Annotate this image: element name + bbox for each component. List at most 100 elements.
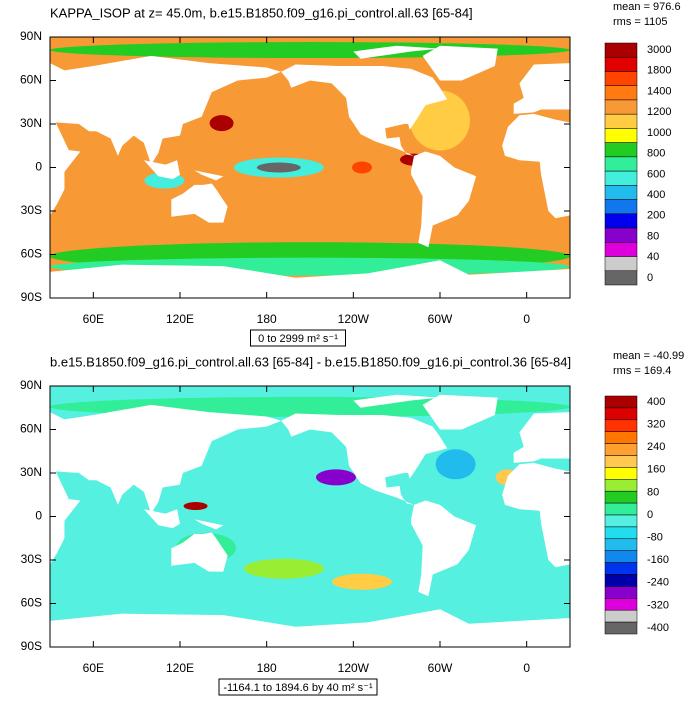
colorbar-swatch: [604, 431, 638, 444]
land: [281, 413, 448, 505]
field-patch: [209, 115, 234, 132]
range-label: -1164.1 to 1894.6 by 40 m² s⁻¹: [223, 682, 373, 694]
land: [171, 532, 228, 572]
colorbar-label: 320: [647, 418, 665, 430]
land: [411, 500, 477, 597]
range-label: 0 to 2999 m² s⁻¹: [258, 333, 338, 345]
colorbar-swatch: [604, 128, 638, 143]
colorbar-label: 0: [647, 272, 653, 284]
colorbar-swatch: [604, 42, 638, 58]
colorbar-swatch: [604, 443, 638, 456]
lat-label: 90N: [20, 29, 42, 43]
lon-label: 180: [257, 312, 277, 326]
colorbar-swatch: [604, 185, 638, 200]
lat-label: 60N: [20, 73, 42, 87]
lat-label: 30S: [21, 203, 42, 217]
land: [422, 45, 498, 81]
land: [411, 151, 477, 248]
lat-label: 90S: [21, 639, 42, 653]
colorbar-label: -400: [647, 622, 669, 634]
colorbar-label: 80: [647, 230, 659, 242]
lat-label: 0: [35, 509, 42, 523]
colorbar-swatch: [604, 199, 638, 215]
colorbar-label: 200: [647, 210, 665, 222]
land: [171, 183, 228, 223]
colorbar-swatch: [604, 156, 638, 172]
colorbar-label: 1400: [647, 85, 671, 97]
range-box: [250, 329, 346, 347]
lat-label: 30N: [20, 465, 42, 479]
field-patch: [256, 162, 301, 173]
colorbar-swatch: [604, 56, 638, 72]
lon-label: 0: [523, 661, 530, 675]
colorbar-label: 600: [647, 168, 665, 180]
colorbar-swatch: [604, 562, 638, 575]
land: [281, 64, 448, 156]
colorbar-swatch: [604, 227, 638, 243]
colorbar-swatch: [604, 586, 638, 599]
colorbar-swatch: [604, 550, 638, 563]
lat-label: 90S: [21, 290, 42, 304]
field-patch: [183, 502, 208, 511]
land: [502, 462, 570, 568]
panel-title: KAPPA_ISOP at z= 45.0m, b.e15.B1850.f09_…: [50, 5, 473, 20]
map: [50, 37, 570, 298]
field-patch: [435, 449, 476, 480]
colorbar-swatch: [604, 490, 638, 504]
lon-label: 60E: [83, 312, 104, 326]
colorbar-label: 240: [647, 441, 665, 453]
colorbar-swatch: [604, 621, 638, 635]
land: [50, 471, 81, 565]
lon-label: 60E: [83, 661, 104, 675]
colorbar-swatch: [604, 113, 638, 129]
lon-label: 120W: [338, 661, 370, 675]
colorbar-swatch: [604, 99, 638, 115]
colorbar-swatch: [604, 407, 638, 421]
lat-label: 60S: [21, 596, 42, 610]
colorbar-swatch: [604, 85, 638, 101]
colorbar-swatch: [604, 170, 638, 186]
land: [50, 260, 570, 298]
field-patch: [352, 161, 372, 174]
field-patch: [244, 558, 324, 579]
colorbar-label: 40: [647, 251, 659, 263]
land: [50, 404, 282, 514]
colorbar-swatch: [604, 609, 638, 623]
map: [50, 386, 570, 647]
colorbar-label: -160: [647, 554, 669, 566]
land: [513, 412, 570, 463]
land: [143, 160, 180, 180]
range-box: [218, 678, 378, 696]
land: [50, 122, 81, 216]
panel: KAPPA_ISOP at z= 45.0m, b.e15.B1850.f09_…: [20, 1, 681, 347]
colorbar-label: 800: [647, 148, 665, 160]
colorbar-label: 400: [647, 396, 665, 408]
land: [353, 45, 440, 59]
colorbar-label: 0: [647, 509, 653, 521]
land: [143, 509, 180, 529]
panel-title: b.e15.B1850.f09_g16.pi_control.all.63 [6…: [50, 354, 571, 369]
stat: rms = 1105: [613, 16, 668, 28]
colorbar-swatch: [604, 479, 638, 492]
colorbar-swatch: [604, 395, 638, 409]
colorbar-label: 1000: [647, 127, 671, 139]
colorbar-label: 160: [647, 464, 665, 476]
land: [353, 394, 440, 408]
colorbar-swatch: [604, 270, 638, 286]
land: [50, 609, 570, 647]
lat-label: 30N: [20, 116, 42, 130]
lon-label: 60W: [428, 312, 453, 326]
colorbar-label: 3000: [647, 44, 671, 56]
colorbar-swatch: [604, 514, 638, 528]
colorbar-label: 1200: [647, 106, 671, 118]
lat-label: 60N: [20, 422, 42, 436]
lon-label: 0: [523, 312, 530, 326]
colorbar-swatch: [604, 142, 638, 158]
land: [513, 63, 570, 114]
stat: rms = 169.4: [613, 365, 671, 377]
land: [422, 394, 498, 430]
field-patch: [238, 115, 299, 136]
land: [50, 55, 282, 165]
colorbar-label: 80: [647, 486, 659, 498]
